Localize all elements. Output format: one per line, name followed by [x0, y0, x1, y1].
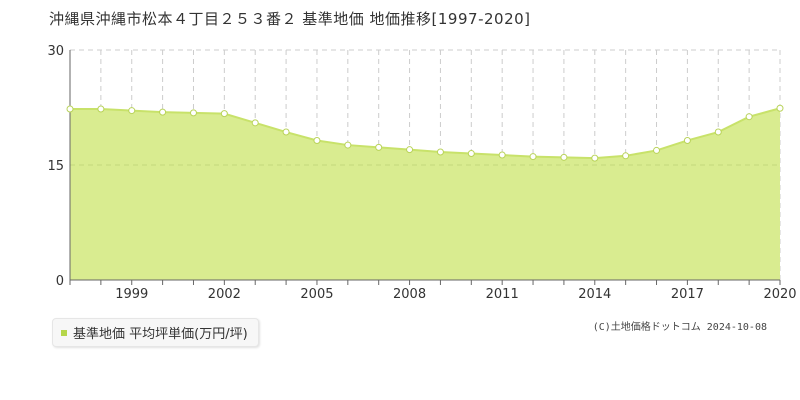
data-point	[344, 141, 352, 149]
y-tick-label: 15	[47, 159, 64, 174]
data-point	[714, 128, 722, 136]
y-tick-label: 30	[47, 44, 64, 59]
x-tick-label: 2011	[486, 287, 519, 302]
data-point	[313, 136, 321, 144]
x-tick-label: 2020	[763, 287, 796, 302]
data-point	[406, 146, 414, 154]
data-point	[560, 153, 568, 161]
x-tick-label: 2005	[300, 287, 333, 302]
data-point	[220, 110, 228, 118]
x-tick-label: 1999	[115, 287, 148, 302]
data-point	[189, 109, 197, 117]
copyright: (C)土地価格ドットコム 2024-10-08	[592, 322, 767, 333]
x-tick-label: 2008	[393, 287, 426, 302]
x-tick-label: 2017	[671, 287, 704, 302]
data-point	[653, 146, 661, 154]
data-point	[467, 150, 475, 157]
data-point	[251, 119, 259, 127]
x-tick-label: 2002	[208, 287, 241, 302]
data-point	[66, 105, 74, 113]
series-area	[70, 108, 780, 281]
chart-title: 沖縄県沖縄市松本４丁目２５３番２ 基準地価 地価推移[1997-2020]	[49, 10, 531, 28]
data-point	[591, 154, 599, 162]
x-tick-label: 2014	[578, 287, 611, 302]
data-point	[436, 148, 444, 156]
y-tick-label: 0	[56, 274, 64, 289]
data-point	[683, 136, 691, 144]
data-point	[622, 152, 630, 160]
data-point	[282, 128, 290, 136]
legend-swatch	[61, 329, 67, 336]
data-point	[498, 151, 506, 159]
data-point	[745, 113, 753, 121]
data-point	[128, 107, 136, 115]
data-point	[529, 153, 537, 161]
legend-label: 基準地価 平均坪単価(万円/坪)	[73, 327, 248, 342]
series-line	[70, 107, 781, 160]
data-point	[375, 143, 383, 151]
data-point	[776, 104, 784, 112]
data-point	[159, 108, 167, 116]
legend: 基準地価 平均坪単価(万円/坪)	[52, 318, 259, 347]
data-point	[97, 105, 105, 113]
